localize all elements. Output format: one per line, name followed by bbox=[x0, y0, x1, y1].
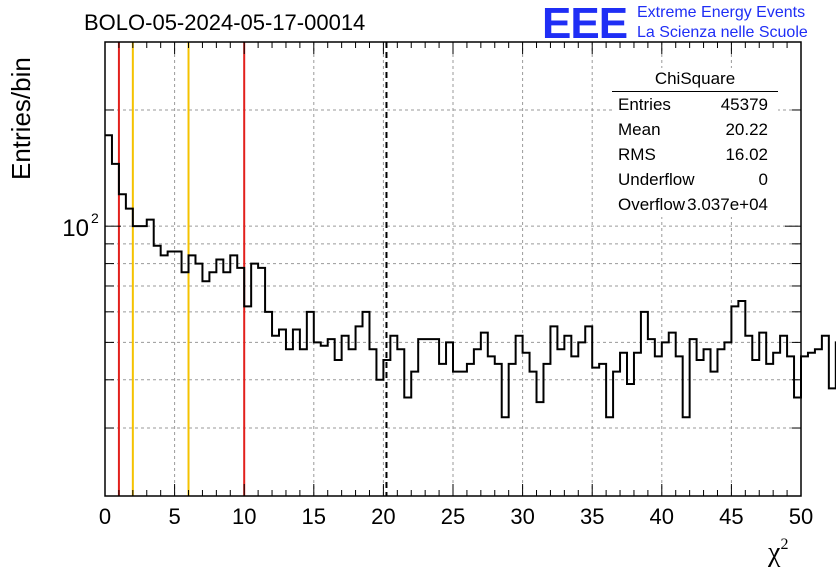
stats-row-rms: RMS 16.02 bbox=[612, 142, 778, 167]
x-tick-label: 0 bbox=[99, 504, 111, 529]
stats-key: Overflow bbox=[618, 195, 686, 214]
x-tick-label: 15 bbox=[302, 504, 326, 529]
x-tick-label: 5 bbox=[168, 504, 180, 529]
stats-value: 0 bbox=[758, 170, 768, 189]
stats-key: RMS bbox=[618, 145, 656, 164]
y-tick-label: 10 bbox=[62, 215, 89, 242]
stats-key: Underflow bbox=[618, 170, 695, 189]
eee-logo-text: Extreme Energy Events La Scienza nelle S… bbox=[637, 3, 808, 43]
stats-key: Mean bbox=[618, 120, 661, 139]
x-tick-label: 20 bbox=[371, 504, 395, 529]
chart-title: BOLO-05-2024-05-17-00014 bbox=[84, 10, 366, 35]
stats-value: 20.22 bbox=[725, 120, 768, 139]
stats-key: Entries bbox=[618, 95, 671, 114]
stats-row-mean: Mean 20.22 bbox=[612, 117, 778, 142]
x-tick-label: 50 bbox=[789, 504, 813, 529]
y-tick-labels: 10 2 bbox=[62, 210, 99, 242]
stats-value: 16.02 bbox=[725, 145, 768, 164]
x-tick-label: 45 bbox=[719, 504, 743, 529]
x-axis-label-base: χ bbox=[768, 537, 781, 568]
stats-row-overflow: Overflow 3.037e+04 bbox=[612, 192, 778, 217]
stats-box: ChiSquare Entries 45379 Mean 20.22 RMS 16.0… bbox=[612, 68, 778, 217]
logo-line-1: Extreme Energy Events bbox=[637, 4, 806, 21]
grid bbox=[105, 42, 801, 496]
stats-row-entries: Entries 45379 bbox=[612, 92, 778, 117]
x-tick-label: 30 bbox=[510, 504, 534, 529]
x-tick-label: 35 bbox=[580, 504, 604, 529]
stats-value: 3.037e+04 bbox=[687, 195, 768, 214]
x-axis-label-sup: 2 bbox=[780, 536, 789, 553]
y-tick-label-sup: 2 bbox=[91, 210, 99, 226]
stats-value: 45379 bbox=[720, 95, 768, 114]
x-axis-label: χ2 bbox=[768, 536, 788, 569]
eee-logo-mark: EEE bbox=[542, 0, 628, 48]
stats-box-title: ChiSquare bbox=[612, 68, 778, 92]
y-axis-label: Entries/bin bbox=[6, 57, 36, 180]
stats-row-underflow: Underflow 0 bbox=[612, 167, 778, 192]
x-tick-labels: 0 5 10 15 20 25 30 35 40 45 50 bbox=[99, 504, 813, 529]
x-tick-label: 40 bbox=[650, 504, 674, 529]
x-tick-label: 25 bbox=[441, 504, 465, 529]
logo-line-2: La Scienza nelle Scuole bbox=[637, 24, 808, 41]
histogram-line bbox=[105, 134, 836, 419]
axes bbox=[104, 41, 802, 497]
x-tick-label: 10 bbox=[232, 504, 256, 529]
